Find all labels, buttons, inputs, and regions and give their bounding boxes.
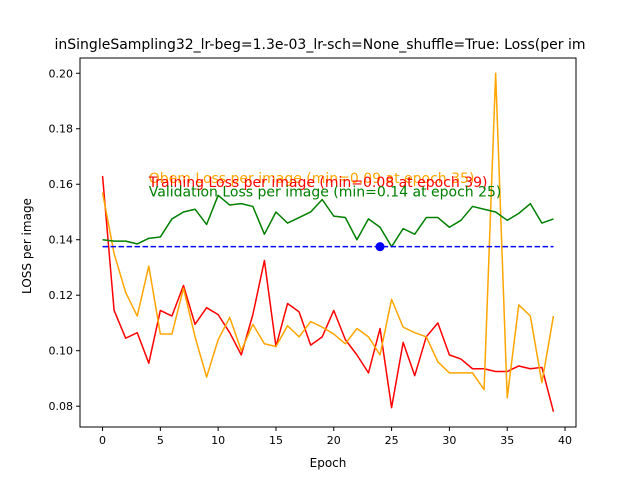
plot-area: Obem Loss per image (min=0.09 at epoch 3… (101, 72, 555, 412)
x-tick-label: 5 (157, 434, 164, 447)
y-tick-label: 0.08 (49, 400, 74, 413)
y-tick-label: 0.20 (49, 67, 74, 80)
min-marker (375, 242, 385, 252)
annotation-1: Training Loss per image (min=0.08 at epo… (148, 175, 488, 191)
series-line-1 (101, 72, 555, 399)
annotation-2: Validation Loss per image (min=0.14 at e… (149, 185, 502, 201)
y-tick-label: 0.12 (49, 289, 74, 302)
y-tick-label: 0.18 (49, 123, 74, 136)
annotation-0: Obem Loss per image (min=0.09 at epoch 3… (149, 171, 475, 187)
x-tick-label: 0 (99, 434, 106, 447)
x-tick-label: 25 (385, 434, 399, 447)
x-axis-label: Epoch (310, 456, 347, 470)
plot-frame (79, 57, 577, 428)
chart-title: inSingleSampling32_lr-beg=1.3e-03_lr-sch… (55, 37, 586, 53)
series-line-2 (102, 194, 554, 248)
x-tick-label: 10 (211, 434, 225, 447)
x-tick-label: 35 (500, 434, 514, 447)
x-tick-label: 15 (269, 434, 283, 447)
x-tick-label: 20 (327, 434, 341, 447)
y-tick-label: 0.10 (49, 345, 74, 358)
y-tick-label: 0.14 (49, 234, 74, 247)
x-tick-label: 40 (558, 434, 572, 447)
y-tick-label: 0.16 (49, 178, 74, 191)
y-axis-label: LOSS per image (20, 198, 34, 294)
axes: 0 5 10 15 20 25 30 35 40 0.08 0.10 0.12 0.14 0.16 0.18… (49, 57, 577, 447)
x-tick-label: 30 (442, 434, 456, 447)
series-line-0 (101, 175, 555, 412)
